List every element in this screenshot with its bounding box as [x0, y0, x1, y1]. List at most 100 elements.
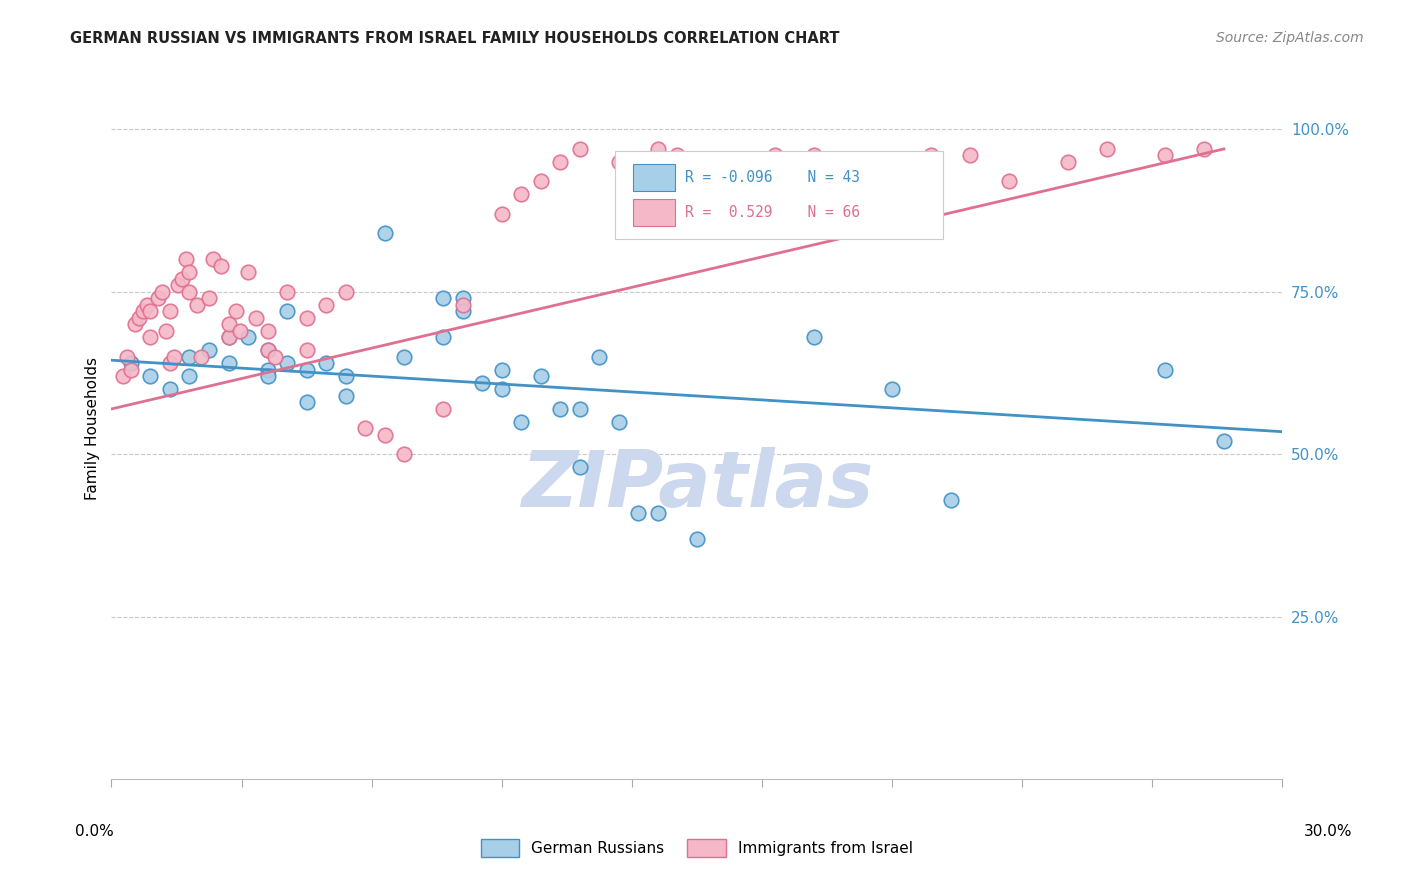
Point: [335, 285, 357, 299]
Point: [1095, 142, 1118, 156]
Point: [256, 343, 278, 358]
FancyBboxPatch shape: [614, 151, 943, 239]
Point: [256, 363, 278, 377]
Point: [510, 415, 533, 429]
Point: [150, 285, 173, 299]
Point: [568, 401, 591, 416]
Point: [112, 369, 135, 384]
Text: Source: ZipAtlas.com: Source: ZipAtlas.com: [1216, 31, 1364, 45]
Text: R = -0.096    N = 43: R = -0.096 N = 43: [685, 169, 860, 185]
Point: [131, 304, 153, 318]
Point: [1056, 155, 1078, 169]
Y-axis label: Family Households: Family Households: [86, 357, 100, 500]
Point: [124, 318, 146, 332]
Point: [128, 310, 150, 325]
Point: [159, 356, 181, 370]
Point: [686, 532, 709, 546]
Point: [256, 324, 278, 338]
Point: [115, 350, 138, 364]
Point: [315, 356, 337, 370]
Point: [568, 142, 591, 156]
Point: [882, 161, 904, 176]
Point: [803, 330, 825, 344]
Point: [354, 421, 377, 435]
Point: [530, 174, 553, 188]
Point: [236, 265, 259, 279]
Point: [198, 292, 221, 306]
Point: [225, 304, 247, 318]
Point: [588, 350, 610, 364]
Point: [1154, 148, 1177, 162]
Point: [627, 506, 650, 520]
Point: [179, 350, 201, 364]
Point: [451, 292, 474, 306]
Text: 0.0%: 0.0%: [75, 824, 114, 838]
Point: [432, 292, 454, 306]
Point: [998, 174, 1021, 188]
Point: [959, 148, 981, 162]
Point: [170, 272, 193, 286]
Point: [491, 363, 513, 377]
Point: [1154, 363, 1177, 377]
Text: GERMAN RUSSIAN VS IMMIGRANTS FROM ISRAEL FAMILY HOUSEHOLDS CORRELATION CHART: GERMAN RUSSIAN VS IMMIGRANTS FROM ISRAEL…: [70, 31, 839, 46]
Point: [432, 330, 454, 344]
Point: [392, 350, 415, 364]
Point: [1213, 434, 1236, 449]
Legend: German Russians, Immigrants from Israel: German Russians, Immigrants from Israel: [475, 833, 920, 863]
Point: [229, 324, 252, 338]
Point: [159, 304, 181, 318]
Point: [1194, 142, 1216, 156]
Point: [256, 369, 278, 384]
Point: [939, 492, 962, 507]
Point: [245, 310, 267, 325]
Point: [166, 278, 188, 293]
Text: 30.0%: 30.0%: [1305, 824, 1353, 838]
Point: [120, 363, 142, 377]
Point: [256, 343, 278, 358]
Point: [139, 369, 162, 384]
Point: [139, 304, 162, 318]
Point: [315, 298, 337, 312]
Point: [276, 356, 298, 370]
Point: [276, 285, 298, 299]
Point: [163, 350, 186, 364]
Point: [190, 350, 212, 364]
Point: [174, 252, 197, 267]
Point: [491, 383, 513, 397]
Point: [155, 324, 177, 338]
Point: [882, 383, 904, 397]
Point: [218, 356, 240, 370]
Point: [763, 148, 786, 162]
Point: [335, 389, 357, 403]
Text: R =  0.529    N = 66: R = 0.529 N = 66: [685, 205, 860, 219]
Point: [218, 330, 240, 344]
Point: [295, 395, 318, 409]
Point: [803, 148, 825, 162]
Point: [607, 155, 630, 169]
Point: [568, 460, 591, 475]
Point: [550, 155, 572, 169]
Point: [335, 369, 357, 384]
Point: [179, 369, 201, 384]
Point: [686, 155, 709, 169]
Point: [159, 383, 181, 397]
Point: [295, 363, 318, 377]
Point: [236, 330, 259, 344]
Point: [179, 285, 201, 299]
Point: [179, 265, 201, 279]
Point: [920, 148, 942, 162]
Point: [432, 401, 454, 416]
Point: [198, 343, 221, 358]
Text: ZIPatlas: ZIPatlas: [520, 447, 873, 523]
Point: [374, 227, 396, 241]
Point: [218, 330, 240, 344]
Point: [647, 142, 669, 156]
Point: [276, 304, 298, 318]
Point: [607, 415, 630, 429]
Point: [201, 252, 224, 267]
Point: [120, 356, 142, 370]
FancyBboxPatch shape: [633, 199, 675, 227]
Point: [550, 401, 572, 416]
Point: [392, 447, 415, 461]
Point: [647, 506, 669, 520]
